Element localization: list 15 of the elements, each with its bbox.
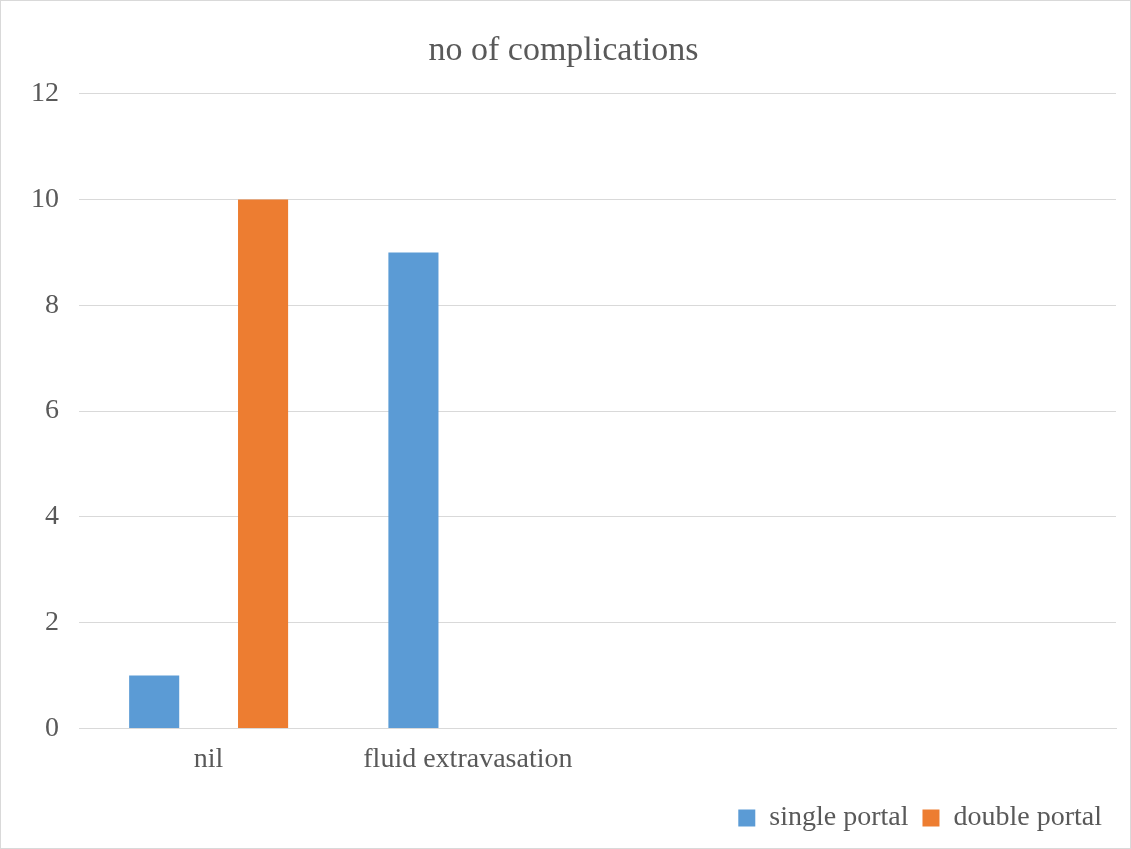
y-tick-label: 2 (45, 604, 59, 636)
y-tick-label: 0 (45, 710, 59, 742)
bar (129, 675, 180, 728)
x-tick-label: nil (193, 741, 224, 773)
y-tick-label: 6 (45, 393, 59, 425)
y-tick-label: 12 (31, 76, 59, 108)
legend-label: double portal (953, 800, 1103, 832)
y-tick-label: 4 (45, 499, 59, 531)
chart-title: no of complications (428, 30, 699, 68)
legend-label: single portal (769, 800, 909, 832)
y-tick-label: 8 (45, 287, 59, 319)
x-tick-label: fluid extravasation (363, 741, 573, 773)
bar (388, 252, 439, 728)
bar (238, 199, 289, 728)
y-tick-label: 10 (31, 181, 59, 213)
